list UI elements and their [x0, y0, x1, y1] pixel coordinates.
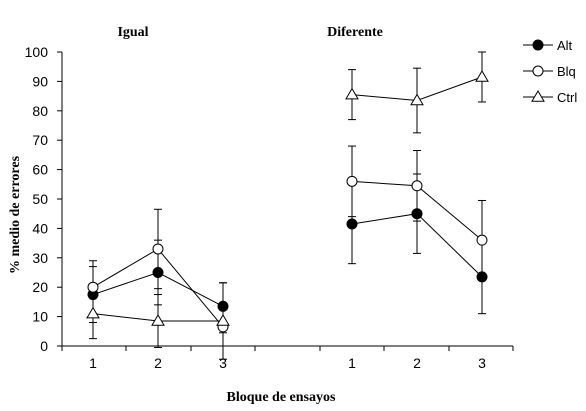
- data-point-alt: [217, 300, 229, 312]
- x-tick-label: 3: [219, 355, 227, 371]
- legend: Alt Blq Ctrl: [523, 38, 577, 105]
- data-point-ctrl: [151, 314, 165, 326]
- x-tick-label: 1: [348, 355, 356, 371]
- legend-label: Blq: [557, 64, 576, 79]
- y-tick-label: 90: [32, 73, 48, 89]
- y-tick-label: 40: [32, 220, 48, 236]
- y-axis-title: % medio de errores: [8, 155, 23, 274]
- legend-item: Alt: [523, 38, 573, 53]
- panel-1: [86, 208, 230, 360]
- legend-label: Alt: [557, 38, 573, 53]
- panel-titles: Igual Diferente: [117, 25, 382, 40]
- data-point-ctrl: [86, 306, 100, 319]
- data-point-blq: [87, 281, 99, 293]
- data-point-ctrl: [345, 87, 359, 100]
- panel-title: Igual: [117, 25, 148, 40]
- data-point-alt: [476, 271, 488, 283]
- y-tick-label: 70: [32, 132, 48, 148]
- data-point-blq: [152, 243, 164, 255]
- data-point-alt: [411, 208, 423, 220]
- data-point-blq: [411, 180, 423, 192]
- x-tick-label: 2: [154, 355, 162, 371]
- legend-item: Blq: [523, 64, 576, 79]
- axes: 0 10 20 30 40 50 60 70 80 90 100 1 2 3 1 2 3: [25, 44, 514, 371]
- data-point-ctrl: [216, 314, 230, 326]
- x-axis-title: Bloque de ensayos: [227, 390, 336, 405]
- y-tick-label: 50: [32, 191, 48, 207]
- y-tick-label: 20: [32, 279, 48, 295]
- legend-item: Ctrl: [523, 90, 577, 105]
- y-tick-label: 60: [32, 162, 48, 178]
- legend-marker: [532, 65, 544, 77]
- y-tick-label: 0: [40, 338, 48, 354]
- y-tick-label: 30: [32, 250, 48, 266]
- y-tick-label: 10: [32, 309, 48, 325]
- x-tick-label: 3: [478, 355, 486, 371]
- plot-area: [86, 51, 489, 360]
- y-tick-label: 100: [25, 44, 49, 60]
- data-point-alt: [152, 267, 164, 278]
- data-point-ctrl: [475, 70, 489, 82]
- y-tick-label: 80: [32, 103, 48, 119]
- panel-2: [345, 51, 489, 315]
- data-point-alt: [346, 218, 358, 230]
- x-tick-label: 1: [89, 355, 97, 371]
- legend-marker: [531, 90, 545, 102]
- data-point-ctrl: [410, 93, 424, 106]
- x-tick-label: 2: [413, 355, 421, 371]
- legend-label: Ctrl: [557, 90, 577, 105]
- data-point-blq: [346, 175, 358, 187]
- data-point-blq: [476, 234, 488, 246]
- panel-title: Diferente: [327, 25, 383, 40]
- legend-marker: [532, 39, 544, 51]
